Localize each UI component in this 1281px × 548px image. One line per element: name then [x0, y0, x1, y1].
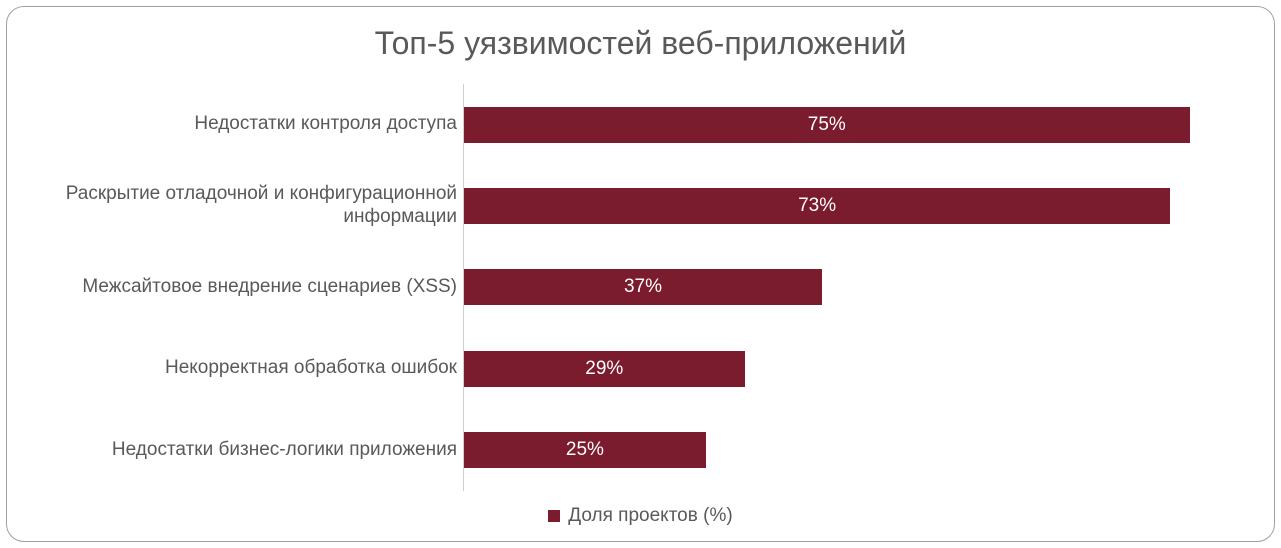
- bar-row: 75%: [464, 95, 1238, 155]
- bar-row: 25%: [464, 420, 1238, 480]
- plot-area: Недостатки контроля доступа Раскрытие от…: [43, 84, 1238, 491]
- bar-value-label: 25%: [566, 439, 604, 461]
- category-label: Недостатки контроля доступа: [43, 95, 457, 155]
- bar: 29%: [464, 351, 745, 387]
- bar-value-label: 73%: [798, 195, 836, 217]
- bar-value-label: 75%: [808, 114, 846, 136]
- bar-row: 73%: [464, 176, 1238, 236]
- category-labels: Недостатки контроля доступа Раскрытие от…: [43, 84, 463, 491]
- chart-frame: Топ-5 уязвимостей веб-приложений Недоста…: [6, 6, 1275, 542]
- legend-label: Доля проектов (%): [568, 505, 732, 527]
- category-label: Межсайтовое внедрение сценариев (XSS): [43, 257, 457, 317]
- bar: 37%: [464, 269, 822, 305]
- bar: 75%: [464, 107, 1190, 143]
- bar-row: 29%: [464, 339, 1238, 399]
- bars-area: 75% 73% 37% 29% 25%: [463, 84, 1238, 491]
- category-label: Раскрытие отладочной и конфигурационной …: [43, 176, 457, 236]
- legend-swatch: [548, 510, 560, 522]
- bar-value-label: 37%: [624, 276, 662, 298]
- legend: Доля проектов (%): [43, 491, 1238, 527]
- bar: 73%: [464, 188, 1170, 224]
- bar-row: 37%: [464, 257, 1238, 317]
- chart-title: Топ-5 уязвимостей веб-приложений: [43, 25, 1238, 62]
- bar: 25%: [464, 432, 706, 468]
- category-label: Некорректная обработка ошибок: [43, 339, 457, 399]
- bar-value-label: 29%: [585, 358, 623, 380]
- category-label: Недостатки бизнес-логики приложения: [43, 420, 457, 480]
